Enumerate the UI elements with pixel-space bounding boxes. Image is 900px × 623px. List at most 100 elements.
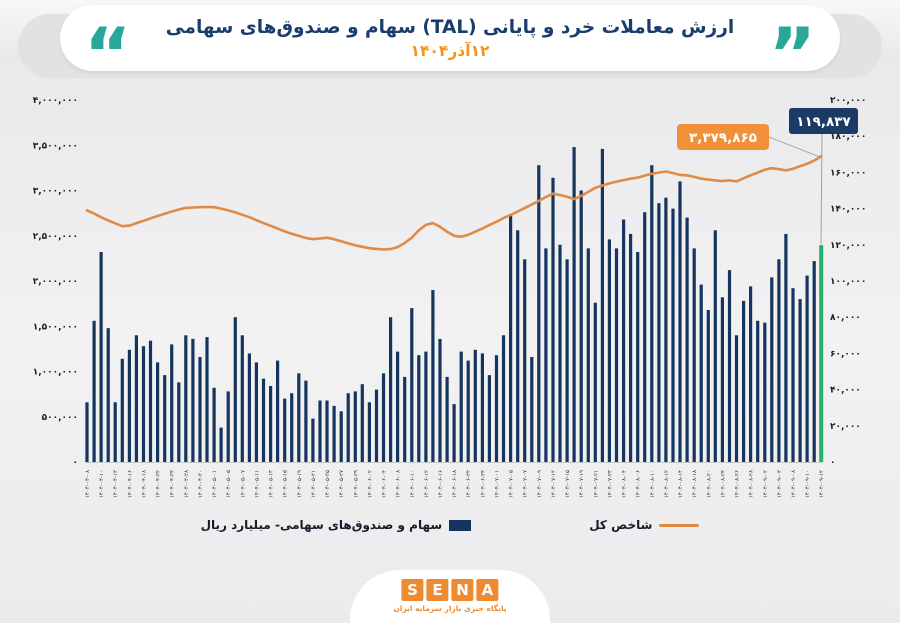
bar [593, 302, 597, 462]
x-axis-tick-label: ۱۴۰۴-۰۴-۲۲ [156, 470, 162, 498]
y-left-tick-label: ۱,۰۰۰,۰۰۰ [33, 368, 78, 378]
bar-last-highlight [819, 245, 824, 462]
page-title: ارزش معاملات خرد و پایانی (TAL) سهام و ص… [165, 17, 735, 39]
legend-bars-label: سهام و صندوق‌های سهامی- میلیارد ریال [200, 518, 443, 532]
bar [396, 351, 400, 462]
bar [720, 297, 724, 462]
x-axis-tick-label: ۱۴۰۴-۰۵-۱۹ [297, 470, 303, 498]
bar [290, 393, 294, 462]
bar [346, 393, 350, 462]
bar [727, 270, 732, 462]
x-axis-tick-label: ۱۴۰۴-۰۸-۰۶ [636, 470, 642, 498]
x-axis-tick-label: ۱۴۰۴-۰۵-۲۹ [353, 470, 359, 498]
bar [353, 391, 357, 462]
bar [544, 248, 548, 462]
logo-letter-s: S [401, 579, 424, 601]
bar [191, 338, 195, 462]
legend-index-label: شاخص کل [589, 518, 653, 532]
bar [170, 344, 174, 463]
bar [184, 335, 188, 462]
y-right-tick-label: ۴۰,۰۰۰ [830, 386, 861, 396]
x-axis-tick-label: ۱۴۰۴-۰۵-۱۱ [254, 470, 260, 498]
bar [276, 360, 280, 462]
x-axis-tick-label: ۱۴۰۴-۰۶-۱۶ [438, 470, 444, 498]
annotation-lastbar-box [789, 108, 858, 134]
x-axis-tick-label: ۱۴۰۴-۰۷-۲۳ [607, 470, 613, 498]
x-axis-tick-label: ۱۴۰۴-۰۹-۱۰ [805, 470, 811, 498]
x-axis-tick-label: ۱۴۰۴-۰۷-۱۵ [565, 470, 571, 498]
bar [650, 165, 654, 462]
x-axis-tick-label: ۱۴۰۴-۰۷-۰۹ [537, 470, 543, 498]
bar [459, 351, 463, 462]
bar [473, 349, 477, 462]
x-axis-tick-label: ۱۴۰۴-۰۴-۱۴ [113, 470, 119, 498]
bar [148, 340, 153, 462]
bar [636, 252, 640, 462]
bar [586, 248, 590, 462]
y-right-tick-label: ۶۰,۰۰۰ [830, 349, 861, 359]
bar [311, 418, 315, 462]
y-left-tick-label: ۳,۵۰۰,۰۰۰ [33, 141, 78, 151]
bar [678, 181, 682, 462]
bar [177, 382, 181, 462]
y-right-tick-label: ۸۰,۰۰۰ [830, 313, 861, 323]
bar [791, 288, 795, 462]
annotation-index-box [677, 124, 769, 150]
y-left-tick-label: ۲,۰۰۰,۰۰۰ [33, 277, 78, 287]
connector-line-lastbar [820, 133, 823, 245]
bar [381, 373, 386, 462]
bar [113, 402, 117, 462]
x-axis-tick-label: ۱۴۰۴-۰۴-۳۰ [198, 470, 204, 498]
bars-layer [85, 147, 824, 463]
y-left-tick-label: ۴,۰۰۰,۰۰۰ [33, 96, 78, 106]
x-axis-tick-label: ۱۴۰۴-۰۸-۱۲ [664, 470, 670, 498]
bar [558, 244, 562, 462]
logo-tagline: پایگاه خبری بازار سرمایه ایران [393, 604, 507, 613]
bar [685, 217, 689, 462]
x-axis-tick-label: ۱۴۰۴-۰۵-۰۷ [240, 470, 246, 498]
x-axis-tick-label: ۱۴۰۴-۰۸-۲۰ [706, 470, 712, 498]
bar [466, 360, 470, 462]
bar [530, 357, 534, 462]
bar [742, 300, 746, 462]
bar [374, 389, 379, 462]
bar [692, 248, 696, 462]
bar [501, 335, 506, 462]
x-axis-tick-label: ۱۴۰۴-۰۶-۱۰ [410, 470, 416, 498]
legend-item-bars: سهام و صندوق‌های سهامی- میلیارد ریال [201, 518, 472, 532]
bar [106, 328, 110, 462]
x-axis-tick-label: ۱۴۰۴-۰۶-۰۴ [382, 470, 388, 498]
bar [671, 208, 675, 462]
y-left-tick-label: ۵۰۰,۰۰۰ [42, 413, 78, 423]
x-axis-tick-label: ۱۴۰۴-۰۹-۰۲ [763, 470, 769, 498]
x-axis-tick-label: ۱۴۰۴-۰۵-۰۵ [226, 470, 232, 498]
x-axis-tick-label: ۱۴۰۴-۰۸-۱۰ [650, 470, 656, 498]
bar [784, 233, 788, 462]
x-axis-tick-label: ۱۴۰۴-۰۶-۰۸ [396, 470, 402, 498]
x-axis-tick-label: ۱۴۰۴-۰۵-۲۱ [311, 470, 317, 498]
bar [480, 353, 484, 462]
bar [643, 212, 647, 462]
bar [629, 233, 633, 462]
x-axis-tick-label: ۱۴۰۴-۰۸-۲۴ [720, 470, 726, 498]
y-left-tick-label: ۳,۰۰۰,۰۰۰ [33, 187, 78, 197]
legend-bars-swatch [449, 519, 472, 531]
bar [664, 197, 668, 462]
bar [247, 353, 251, 462]
bar [798, 299, 802, 462]
y-right-tick-label: ۱۴۰,۰۰۰ [830, 205, 866, 215]
x-axis-tick-label: ۱۴۰۴-۰۴-۲۸ [184, 470, 190, 498]
x-axis-tick-label: ۱۴۰۴-۰۶-۰۲ [367, 470, 373, 498]
x-axis-tick-label: ۱۴۰۴-۰۶-۲۴ [480, 470, 486, 498]
x-axis-tick-label: ۱۴۰۴-۰۶-۱۸ [452, 470, 458, 498]
x-axis-tick-label: ۱۴۰۴-۰۵-۱۵ [283, 470, 289, 498]
bar [537, 165, 541, 462]
bar [770, 277, 774, 462]
bar [812, 261, 816, 462]
y-axis-right-labels: ۰ ۲۰,۰۰۰ ۴۰,۰۰۰ ۶۰,۰۰۰ ۸۰,۰۰۰ ۱۰۰,۰۰۰ ۱۲۰,۰۰۰ ۱… [830, 96, 866, 468]
logo-letter-n: N [451, 579, 474, 601]
bar [565, 259, 569, 462]
bar [332, 405, 336, 462]
